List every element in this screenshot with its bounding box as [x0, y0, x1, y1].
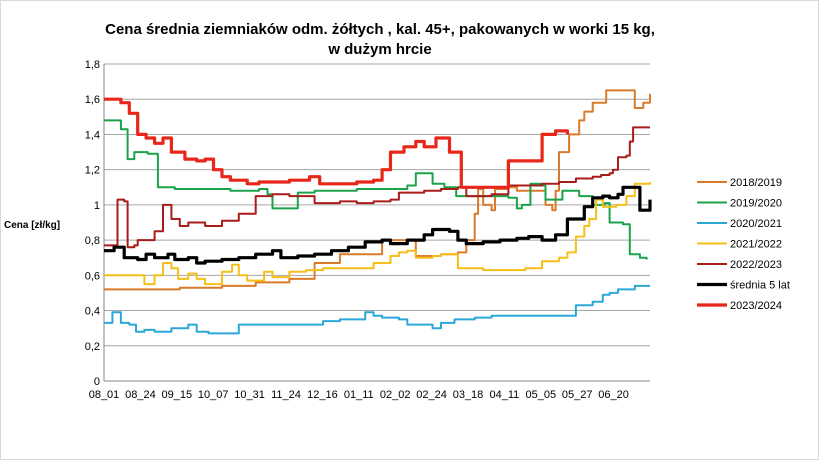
x-tick-labels: 08_01 08_24 09_15 10_07 10_31 11_24 12_16 01_11… — [89, 389, 629, 401]
chart-title-line1: Cena średnia ziemniaków odm. żółtych , k… — [105, 21, 655, 38]
x-tick-label: 10_07 — [198, 389, 229, 401]
legend-label: 2021/2022 — [730, 239, 782, 251]
series-lines — [104, 89, 652, 335]
x-tick-label: 06_20 — [598, 389, 629, 401]
series-line — [104, 126, 650, 249]
chart-title-line2: w dużym hrcie — [328, 41, 432, 58]
legend-label: średnia 5 lat — [730, 280, 790, 292]
series-line — [104, 89, 651, 291]
x-tick-label: 05_27 — [562, 389, 593, 401]
y-tick-label: 1,6 — [85, 94, 100, 106]
legend-label: 2023/2024 — [730, 300, 782, 312]
legend-label: 2022/2023 — [730, 259, 782, 271]
series-line — [104, 185, 652, 265]
y-tick-label: 0 — [94, 376, 100, 388]
x-tick-label: 03_18 — [453, 389, 484, 401]
series-line — [104, 182, 651, 286]
series-line — [104, 119, 648, 260]
legend: 2018/2019 2019/2020 2020/2021 2021/2022 2022… — [697, 177, 790, 312]
legend-label: 2018/2019 — [730, 177, 782, 189]
legend-label: 2019/2020 — [730, 198, 782, 210]
y-tick-label: 1,4 — [85, 129, 100, 141]
y-tick-label: 0,6 — [85, 270, 100, 282]
y-tick-label: 0,2 — [85, 341, 100, 353]
y-tick-label: 1,8 — [85, 59, 100, 71]
gridlines — [103, 63, 650, 382]
x-tick-label: 12_16 — [307, 389, 338, 401]
y-tick-label: 0,8 — [85, 235, 100, 247]
legend-label: 2020/2021 — [730, 218, 782, 230]
x-tick-label: 02_02 — [380, 389, 411, 401]
x-tick-label: 08_01 — [89, 389, 120, 401]
x-tick-label: 11_24 — [271, 389, 301, 401]
y-tick-labels: 0 0,2 0,4 0,6 0,8 1 1,2 1,4 1,6 1,8 — [85, 59, 100, 388]
y-tick-label: 0,4 — [85, 306, 100, 318]
series-line — [104, 97, 569, 189]
y-tick-label: 1,2 — [85, 165, 100, 177]
x-tick-label: 09_15 — [162, 389, 193, 401]
series-line — [104, 284, 650, 335]
chart-title: Cena średnia ziemniaków odm. żółtych , k… — [60, 20, 700, 60]
y-tick-label: 1 — [94, 200, 100, 212]
x-tick-label: 02_24 — [416, 389, 447, 401]
x-tick-label: 04_11 — [490, 389, 520, 401]
x-tick-label: 08_24 — [125, 389, 156, 401]
x-tick-label: 05_05 — [526, 389, 557, 401]
x-tick-label: 01_11 — [344, 389, 374, 401]
x-tick-label: 10_31 — [234, 389, 265, 401]
y-axis-label: Cena [zł/kg] — [4, 220, 61, 231]
